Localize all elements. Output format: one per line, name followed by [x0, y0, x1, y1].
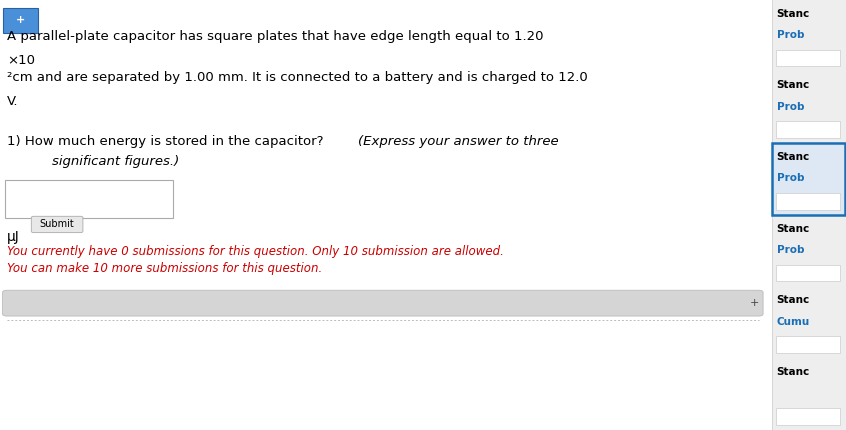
FancyBboxPatch shape: [3, 8, 38, 33]
Text: Stanc: Stanc: [777, 152, 810, 162]
FancyBboxPatch shape: [772, 143, 845, 215]
Text: (Express your answer to three: (Express your answer to three: [358, 135, 558, 148]
Text: ×10: ×10: [7, 54, 35, 67]
Text: Prob: Prob: [777, 30, 805, 40]
Text: Stanc: Stanc: [777, 9, 810, 18]
FancyBboxPatch shape: [5, 180, 173, 218]
FancyBboxPatch shape: [3, 290, 763, 316]
FancyBboxPatch shape: [776, 193, 840, 210]
Text: μJ: μJ: [7, 230, 19, 244]
Text: Stanc: Stanc: [777, 295, 810, 305]
Text: Prob: Prob: [777, 245, 805, 255]
FancyBboxPatch shape: [772, 0, 846, 430]
Text: ²cm and are separated by 1.00 mm. It is connected to a battery and is charged to: ²cm and are separated by 1.00 mm. It is …: [7, 71, 587, 84]
Text: A parallel-plate capacitor has square plates that have edge length equal to 1.20: A parallel-plate capacitor has square pl…: [7, 30, 543, 43]
Text: significant figures.): significant figures.): [35, 155, 179, 168]
Text: Prob: Prob: [777, 173, 805, 184]
Text: You currently have 0 submissions for this question. Only 10 submission are allow: You currently have 0 submissions for thi…: [7, 245, 503, 258]
Text: Stanc: Stanc: [777, 224, 810, 233]
Text: Cumu: Cumu: [777, 317, 810, 327]
FancyBboxPatch shape: [31, 216, 83, 233]
Text: Stanc: Stanc: [777, 367, 810, 377]
FancyBboxPatch shape: [776, 336, 840, 353]
Text: +: +: [750, 298, 760, 308]
Text: +: +: [16, 15, 25, 25]
Text: You can make 10 more submissions for this question.: You can make 10 more submissions for thi…: [7, 262, 322, 275]
FancyBboxPatch shape: [0, 0, 770, 430]
FancyBboxPatch shape: [776, 265, 840, 281]
FancyBboxPatch shape: [776, 50, 840, 66]
Text: Submit: Submit: [40, 219, 74, 230]
Text: Prob: Prob: [777, 102, 805, 112]
FancyBboxPatch shape: [776, 408, 840, 425]
Text: V.: V.: [7, 95, 19, 108]
Text: 1) How much energy is stored in the capacitor?: 1) How much energy is stored in the capa…: [7, 135, 327, 148]
FancyBboxPatch shape: [776, 121, 840, 138]
Text: Stanc: Stanc: [777, 80, 810, 90]
